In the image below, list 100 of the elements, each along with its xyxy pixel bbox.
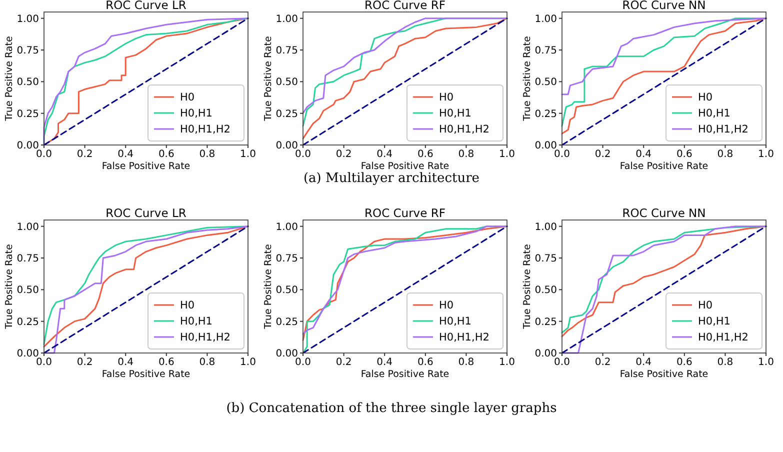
y-tick-label: 0.75 — [534, 254, 557, 264]
x-tick-label: 0.0 — [554, 149, 570, 160]
y-tick-label: 1.00 — [16, 222, 39, 233]
y-axis-title: True Positive Rate — [522, 244, 533, 330]
x-tick-label: 0.8 — [458, 357, 474, 368]
text: (b) Concatenation of the three single layer graphs — [226, 401, 557, 416]
y-tick-label: 0.50 — [276, 77, 298, 88]
legend-label: H0,H1,H2 — [439, 332, 490, 344]
line-series — [43, 18, 249, 146]
x-tick-label: 0.4 — [376, 357, 393, 368]
y-tick-label: 1.00 — [534, 14, 557, 25]
x-tick-label: 1.0 — [758, 357, 774, 368]
y-tick-label: 0.25 — [534, 316, 557, 328]
x-tick-label: 0.6 — [676, 149, 692, 160]
x-tick-label: 0.4 — [636, 357, 652, 368]
x-tick-label: 0.8 — [199, 357, 216, 368]
legend-label: H0 — [698, 92, 713, 104]
y-tick-label: 0.75 — [276, 46, 298, 56]
legend-label: H0,H1 — [180, 316, 212, 328]
x-tick-label: 0.6 — [158, 149, 174, 160]
x-tick-label: 0.8 — [199, 149, 216, 160]
legend-label: H0 — [698, 300, 713, 312]
y-tick-label: 0.25 — [534, 108, 557, 120]
x-tick-label: 1.0 — [499, 149, 515, 160]
x-tick-label: 0.8 — [717, 149, 734, 160]
x-axis-title: False Positive Rate — [620, 369, 708, 380]
legend-label: H0,H1 — [439, 316, 472, 328]
legend-label: H0 — [439, 300, 454, 312]
x-tick-label: 0.4 — [636, 149, 652, 160]
x-tick-label: 0.0 — [36, 357, 52, 368]
x-tick-label: 0.2 — [594, 357, 611, 368]
legend-label: H0,H1 — [439, 108, 472, 120]
y-tick-label: 1.00 — [276, 222, 298, 233]
legend-label: H0,H1,H2 — [180, 332, 230, 344]
y-tick-label: 0.25 — [276, 316, 298, 328]
y-tick-label: 0.75 — [16, 254, 39, 264]
y-tick-label: 0.25 — [16, 316, 39, 328]
y-tick-label: 0.50 — [276, 285, 298, 296]
x-tick-label: 0.2 — [76, 149, 93, 160]
legend-label: H0,H1 — [698, 108, 730, 120]
y-axis-title: True Positive Rate — [4, 36, 15, 122]
y-tick-label: 0.50 — [534, 77, 557, 88]
legend-label: H0,H1,H2 — [439, 124, 490, 136]
x-tick-label: 0.0 — [554, 357, 570, 368]
x-tick-label: 0.4 — [118, 357, 134, 368]
y-tick-label: 0.25 — [276, 108, 298, 120]
x-tick-label: 1.0 — [240, 149, 256, 160]
y-tick-label: 0.75 — [276, 254, 298, 264]
x-tick-label: 0.6 — [158, 357, 174, 368]
chart-title: ROC Curve RF — [364, 0, 446, 12]
x-tick-label: 0.4 — [376, 149, 393, 160]
y-tick-label: 1.00 — [16, 14, 39, 25]
x-axis-title: False Positive Rate — [360, 369, 450, 380]
x-axis-title: False Positive Rate — [102, 369, 190, 380]
x-tick-label: 0.0 — [36, 149, 52, 160]
x-axis-title: False Positive Rate — [102, 161, 190, 172]
y-axis-title: True Positive Rate — [4, 244, 15, 330]
legend-label: H0,H1 — [698, 316, 730, 328]
y-tick-label: 0.00 — [276, 140, 298, 152]
x-tick-label: 0.0 — [295, 357, 311, 368]
legend-label: H0,H1,H2 — [180, 124, 230, 136]
y-tick-label: 0.50 — [16, 77, 39, 88]
legend-label: H0,H1 — [180, 108, 212, 120]
chart-title: ROC Curve LR — [106, 206, 186, 220]
chart-title: ROC Curve LR — [106, 0, 186, 12]
x-tick-label: 1.0 — [758, 149, 774, 160]
legend-label: H0 — [180, 92, 195, 104]
legend-label: H0 — [439, 92, 454, 104]
x-tick-label: 1.0 — [499, 357, 515, 368]
y-axis-title: True Positive Rate — [522, 36, 533, 122]
y-axis-title: True Positive Rate — [263, 36, 274, 122]
legend-label: H0 — [180, 300, 195, 312]
x-tick-label: 0.6 — [417, 149, 434, 160]
x-tick-label: 1.0 — [240, 357, 256, 368]
y-axis-title: True Positive Rate — [263, 244, 274, 330]
x-axis-title: False Positive Rate — [620, 161, 708, 172]
y-tick-label: 0.00 — [16, 140, 39, 152]
x-tick-label: 0.2 — [594, 149, 611, 160]
x-tick-label: 0.6 — [676, 357, 692, 368]
x-tick-label: 0.4 — [118, 149, 134, 160]
y-tick-label: 0.50 — [16, 285, 39, 296]
y-tick-label: 0.00 — [276, 348, 298, 360]
chart-title: ROC Curve NN — [622, 0, 706, 12]
y-tick-label: 1.00 — [534, 222, 557, 233]
x-tick-label: 0.2 — [336, 149, 352, 160]
chart-title: ROC Curve RF — [364, 206, 446, 220]
y-tick-label: 0.00 — [16, 348, 39, 360]
y-tick-label: 0.00 — [534, 140, 557, 152]
x-axis-title: False Positive Rate — [360, 161, 450, 172]
x-tick-label: 0.2 — [336, 357, 352, 368]
x-tick-label: 0.2 — [76, 357, 93, 368]
x-tick-label: 0.8 — [458, 149, 474, 160]
x-tick-label: 0.6 — [417, 357, 434, 368]
y-tick-label: 0.50 — [534, 285, 557, 296]
y-tick-label: 0.00 — [534, 348, 557, 360]
y-tick-label: 0.75 — [534, 46, 557, 56]
y-tick-label: 0.75 — [16, 46, 39, 56]
text: (a) Multilayer architecture — [303, 171, 480, 186]
legend-label: H0,H1,H2 — [698, 124, 748, 136]
y-tick-label: 0.25 — [16, 108, 39, 120]
